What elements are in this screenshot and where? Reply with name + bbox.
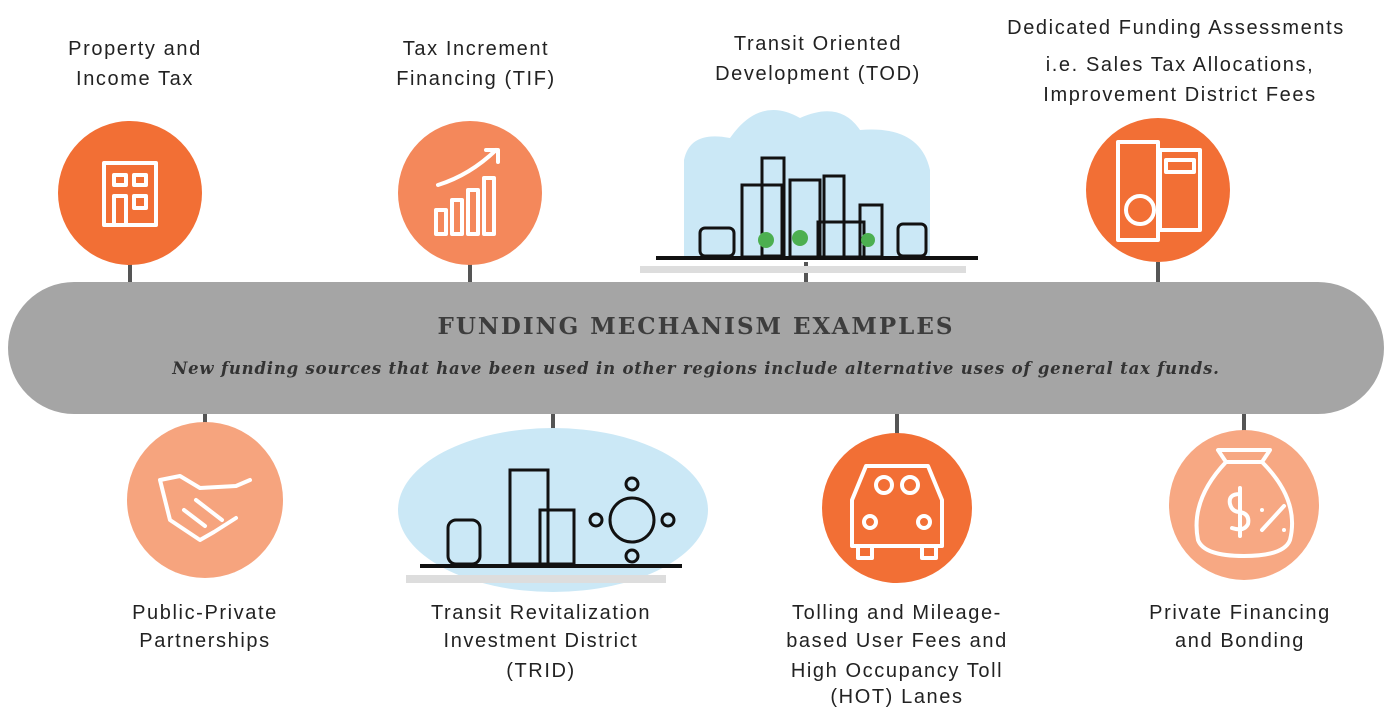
label: and Bonding [1175,630,1305,652]
label: Investment District [444,630,639,652]
tolling-icon [822,433,972,583]
financing-icon [1169,430,1319,580]
band-title: FUNDING MECHANISM EXAMPLES [438,313,955,340]
trid-illustration [398,428,708,592]
label: Tolling and Mileage- [792,602,1002,624]
label: Private Financing [1149,602,1331,624]
note: Improvement District Fees [1043,84,1316,106]
label: Income Tax [76,68,194,90]
label: Transit Revitalization [431,602,651,624]
label: Partnerships [139,630,270,652]
tif-icon [398,121,542,265]
label: Tax Increment [403,38,549,60]
note: i.e. Sales Tax Allocations, [1046,54,1315,76]
label: Development (TOD) [715,63,921,85]
dedicated-funding-icon [1086,118,1230,262]
label: (TRID) [506,660,576,682]
label: High Occupancy Toll [791,660,1003,682]
center-band [8,282,1384,414]
ppp-icon [127,422,283,578]
label: Dedicated Funding Assessments [1007,17,1345,39]
label: Public-Private [132,602,278,624]
band-subtitle: New funding sources that have been used … [171,359,1219,378]
label: Property and [68,38,202,60]
label: Financing (TIF) [396,68,556,90]
tod-illustration [640,110,978,273]
infographic: FUNDING MECHANISM EXAMPLES New funding s… [0,0,1392,708]
label: (HOT) Lanes [830,686,963,708]
label: based User Fees and [786,630,1008,652]
property-tax-icon [58,121,202,265]
label: Transit Oriented [734,33,902,55]
